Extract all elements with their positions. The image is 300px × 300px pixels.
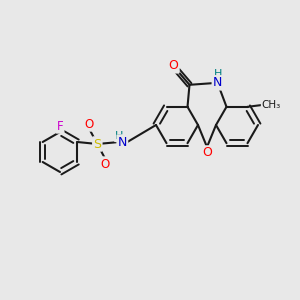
Text: S: S <box>93 137 101 151</box>
Text: O: O <box>202 146 212 160</box>
Text: O: O <box>101 158 110 170</box>
Text: H: H <box>115 131 124 141</box>
Text: F: F <box>57 119 63 133</box>
Text: H: H <box>214 69 223 79</box>
Text: O: O <box>169 59 178 72</box>
Text: CH₃: CH₃ <box>262 100 281 110</box>
Text: N: N <box>118 136 127 148</box>
Text: O: O <box>85 118 94 130</box>
Text: N: N <box>213 76 222 89</box>
